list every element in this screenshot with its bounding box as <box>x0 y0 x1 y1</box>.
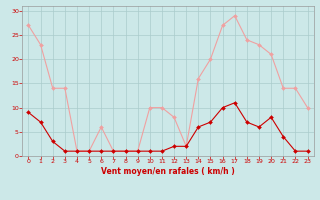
X-axis label: Vent moyen/en rafales ( km/h ): Vent moyen/en rafales ( km/h ) <box>101 167 235 176</box>
